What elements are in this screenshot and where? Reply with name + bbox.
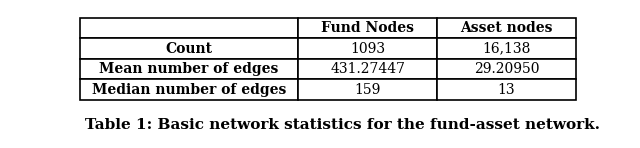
Text: Table 1: Basic network statistics for the fund-asset network.: Table 1: Basic network statistics for th…: [85, 118, 600, 132]
